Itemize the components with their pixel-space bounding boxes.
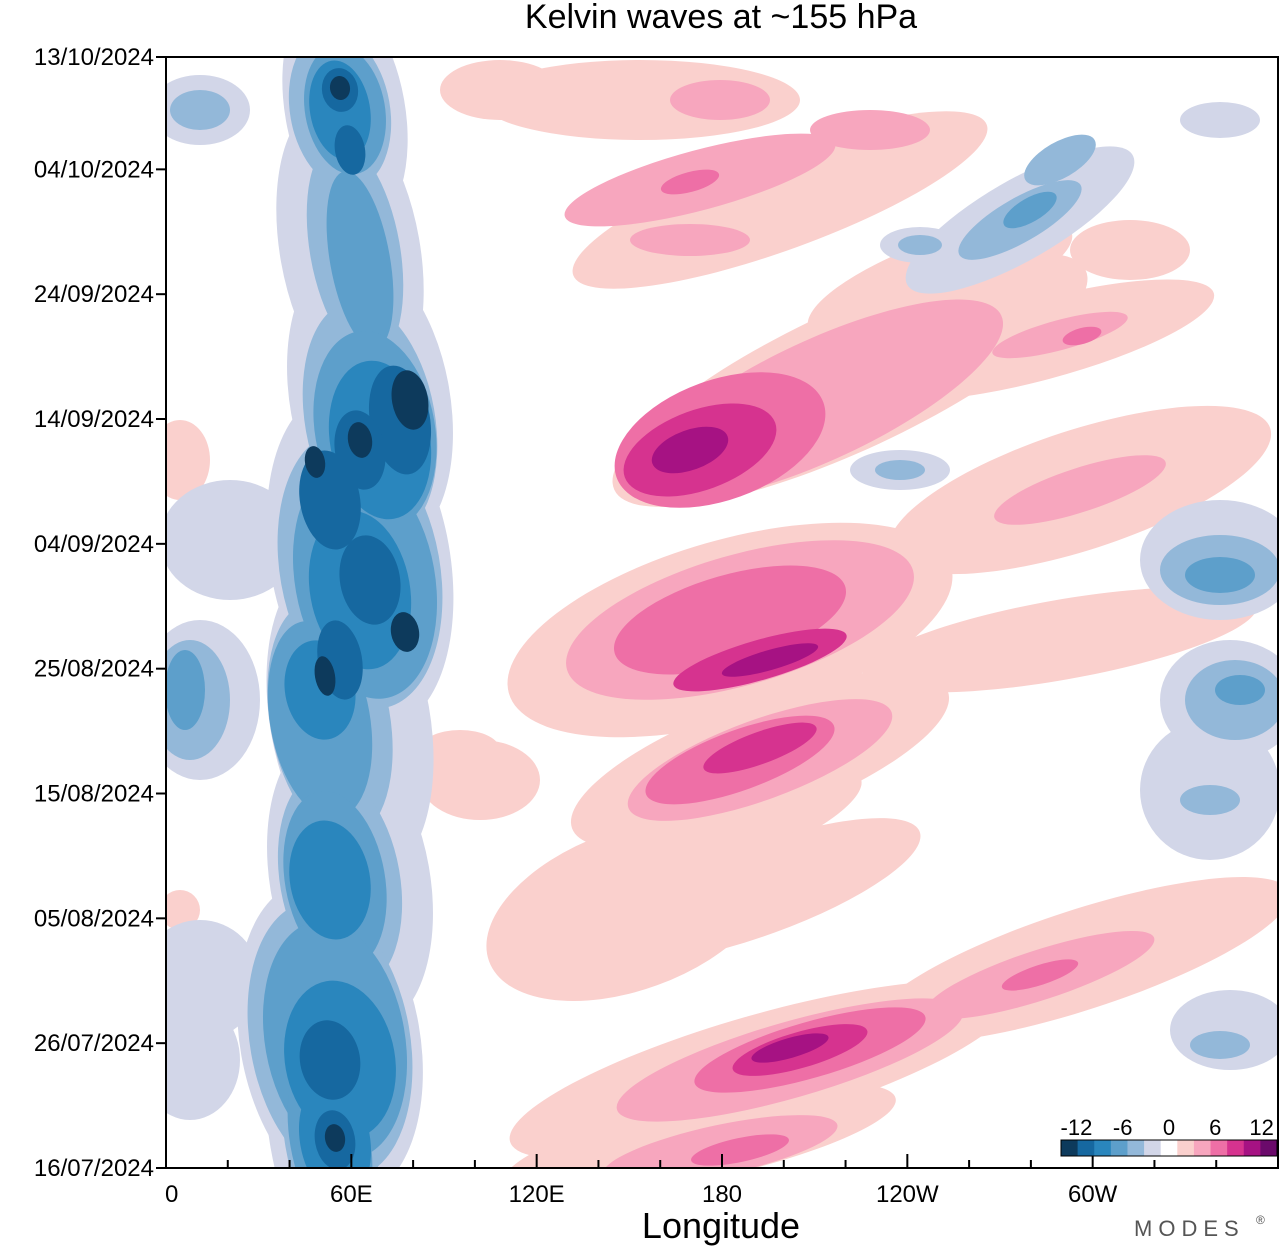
- y-tick-label: 05/08/2024: [34, 905, 154, 932]
- y-tick-label: 16/07/2024: [34, 1155, 154, 1182]
- positive-anomaly-contour: [721, 643, 819, 677]
- x-tick-label: 120E: [509, 1181, 565, 1208]
- colorbar-tick-label: 12: [1249, 1115, 1273, 1140]
- positive-anomaly-contour: [691, 1134, 789, 1166]
- contour-field: [166, 57, 1278, 1168]
- negative-anomaly-contour: [326, 171, 394, 349]
- x-tick-label: 120W: [876, 1181, 939, 1208]
- negative-anomaly-contour: [299, 1020, 361, 1100]
- y-tick-label: 04/10/2024: [34, 156, 154, 183]
- positive-anomaly-contour: [651, 426, 729, 474]
- positive-anomaly-contour: [703, 722, 817, 774]
- negative-anomaly-contour: [391, 370, 429, 430]
- colorbar-tick-label: 0: [1163, 1115, 1175, 1140]
- negative-anomaly-contour: [347, 422, 373, 458]
- negative-anomaly-contour: [1185, 557, 1255, 593]
- negative-anomaly-contour: [324, 1124, 346, 1152]
- positive-anomaly-contour: [1001, 959, 1079, 991]
- colorbar-frame: [1060, 1139, 1278, 1157]
- negative-anomaly-contour: [329, 76, 351, 100]
- colorbar-swatch: [1110, 1140, 1128, 1156]
- colorbar-swatch: [1160, 1140, 1178, 1156]
- negative-anomaly-contour: [166, 650, 205, 730]
- negative-anomaly-contour: [339, 535, 401, 625]
- y-tick-label: 26/07/2024: [34, 1030, 154, 1057]
- positive-anomaly-contour: [420, 730, 500, 770]
- colorbar-tick-label: -12: [1061, 1115, 1093, 1140]
- colorbar-swatch: [1193, 1140, 1212, 1156]
- positive-anomaly-contour: [992, 311, 1128, 359]
- positive-anomaly-contour: [862, 587, 1258, 693]
- negative-anomaly-contour: [289, 820, 371, 940]
- colorbar-swatch: [1227, 1140, 1245, 1156]
- colorbar-swatch: [1243, 1140, 1261, 1156]
- positive-anomaly-contour: [166, 420, 210, 500]
- positive-anomaly-contour: [751, 1033, 829, 1063]
- x-axis: 0 60E 120E 180 120W 60W: [165, 1154, 1279, 1208]
- negative-anomaly-contour: [304, 446, 326, 478]
- negative-anomaly-contour: [1180, 102, 1260, 138]
- negative-anomaly-contour: [1215, 675, 1265, 705]
- colorbar-swatch: [1210, 1140, 1228, 1156]
- registered-mark: ®: [1256, 1213, 1265, 1227]
- colorbar-swatch: [1260, 1140, 1278, 1156]
- negative-anomaly-contour: [1003, 191, 1057, 229]
- plot-area: [166, 57, 1278, 1168]
- positive-anomaly-contour: [1062, 326, 1102, 346]
- negative-anomaly-contour: [390, 612, 420, 652]
- colorbar-tick-label: -6: [1113, 1115, 1133, 1140]
- y-tick-label: 25/08/2024: [34, 656, 154, 683]
- positive-anomaly-contour: [166, 890, 200, 930]
- positive-anomaly-contour: [613, 565, 847, 675]
- negative-anomaly-contour: [170, 90, 230, 130]
- colorbar-swatch: [1144, 1140, 1162, 1156]
- y-tick-label: 24/09/2024: [34, 281, 154, 308]
- colorbar-swatch: [1094, 1140, 1112, 1156]
- chart-title: Kelvin waves at ~155 hPa: [525, 0, 917, 36]
- x-axis-label: Longitude: [642, 1205, 800, 1246]
- positive-anomaly-contour: [486, 818, 774, 1002]
- negative-anomaly-contour: [166, 1000, 240, 1120]
- colorbar-swatch: [1077, 1140, 1095, 1156]
- x-tick-label: 60W: [1068, 1181, 1118, 1208]
- negative-anomaly-contour: [1024, 134, 1096, 186]
- negative-anomaly-contour: [166, 480, 300, 600]
- negative-anomaly-contour: [898, 235, 942, 255]
- negative-anomaly-contour: [1180, 785, 1240, 815]
- y-axis: 16/07/2024 26/07/2024 05/08/2024 15/08/2024…: [34, 44, 166, 1182]
- modes-watermark: MODES: [1134, 1216, 1245, 1241]
- positive-anomaly-contour: [670, 80, 770, 120]
- y-tick-label: 13/10/2024: [34, 44, 154, 71]
- negative-anomaly-contour: [314, 656, 336, 696]
- colorbar: -12 -6 0 6 12: [1060, 1115, 1278, 1157]
- negative-anomaly-contour: [1190, 1031, 1250, 1059]
- x-tick-label: 60E: [330, 1181, 373, 1208]
- positive-anomaly-contour: [994, 455, 1166, 525]
- positive-anomaly-contour: [660, 169, 720, 195]
- positive-anomaly-contour: [810, 110, 930, 150]
- positive-anomaly-contour: [630, 224, 750, 256]
- x-tick-label: 0: [165, 1181, 178, 1208]
- y-tick-label: 15/08/2024: [34, 781, 154, 808]
- y-tick-label: 14/09/2024: [34, 406, 154, 433]
- colorbar-swatch: [1127, 1140, 1145, 1156]
- colorbar-swatch: [1061, 1140, 1079, 1156]
- positive-anomaly-contour: [440, 60, 560, 120]
- colorbar-tick-label: 6: [1209, 1115, 1221, 1140]
- negative-anomaly-contour: [875, 460, 925, 480]
- colorbar-swatch: [1177, 1140, 1195, 1156]
- y-tick-label: 04/09/2024: [34, 531, 154, 558]
- x-tick-label: 180: [702, 1181, 742, 1208]
- negative-anomaly-contour: [334, 125, 366, 175]
- positive-anomaly-contour: [1070, 220, 1190, 280]
